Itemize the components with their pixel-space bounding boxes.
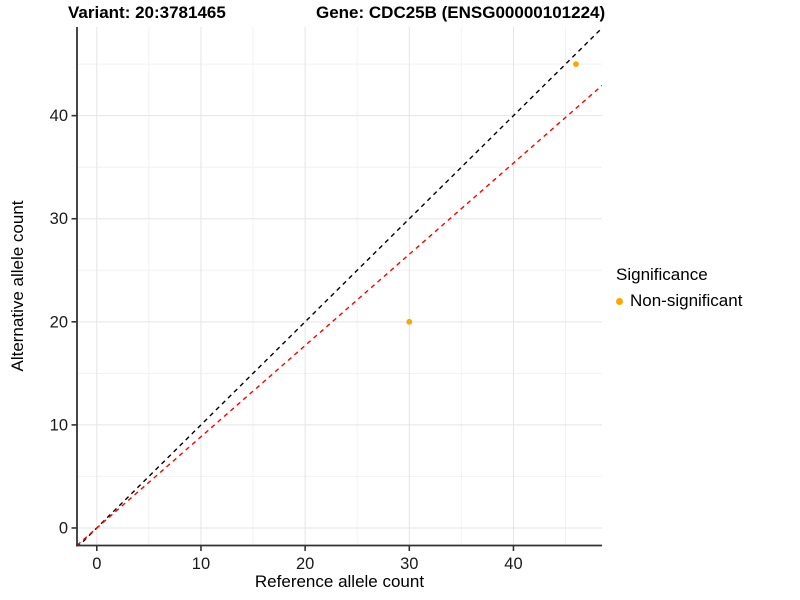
- x-tick-label: 0: [92, 555, 101, 573]
- legend-point-icon: [616, 297, 623, 305]
- y-tick-label: 10: [50, 416, 68, 434]
- identity-dashed-line: [78, 27, 602, 546]
- x-tick-label: 30: [400, 555, 418, 573]
- y-tick-label: 40: [50, 107, 68, 125]
- y-axis-title: Alternative allele count: [8, 200, 27, 372]
- gene-title: Gene: CDC25B (ENSG00000101224): [316, 3, 606, 22]
- x-tick-label: 10: [192, 555, 210, 573]
- y-tick-label: 20: [50, 313, 68, 331]
- data-point: [573, 61, 579, 68]
- data-point: [406, 318, 413, 325]
- variant-title: Variant: 20:3781465: [68, 3, 226, 22]
- legend: Significance Non-significant: [616, 265, 742, 311]
- legend-item-label: Non-significant: [630, 291, 743, 310]
- x-tick-label: 40: [504, 555, 522, 573]
- y-tick-label: 30: [50, 210, 68, 228]
- x-axis-title: Reference allele count: [254, 572, 425, 591]
- legend-title: Significance: [616, 265, 708, 284]
- x-tick-label: 20: [296, 555, 314, 573]
- expected-ratio-dashed-line: [77, 84, 602, 546]
- y-tick-label: 0: [59, 519, 68, 537]
- legend-item: Non-significant: [616, 291, 742, 311]
